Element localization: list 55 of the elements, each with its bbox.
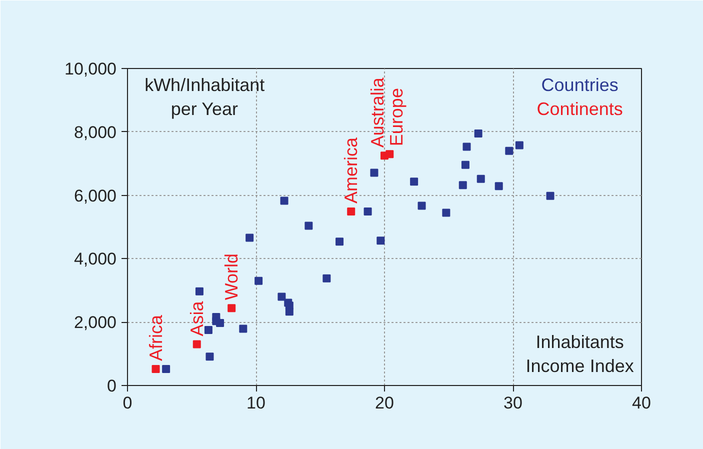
- point: [195, 287, 204, 296]
- x-tick-label: 40: [632, 394, 651, 412]
- point: [370, 168, 378, 177]
- point: [462, 142, 471, 151]
- x-axis-title: Inhabitants Income Index: [526, 332, 634, 376]
- y-tick-label: 4,000: [74, 250, 117, 269]
- point: [212, 317, 220, 326]
- annotation: Australia: [368, 76, 388, 148]
- y-tick-label: 0: [107, 376, 117, 396]
- annotation: World: [222, 253, 242, 300]
- y-axis-title: kWh/Inhabitant per Year: [144, 74, 265, 119]
- point: [152, 365, 160, 374]
- point: [442, 208, 450, 217]
- x-tick-label: 30: [504, 394, 522, 412]
- point: [474, 129, 482, 138]
- point: [494, 182, 503, 190]
- point: [336, 238, 344, 246]
- y-tick-label: 2,000: [74, 313, 117, 332]
- point: [280, 196, 288, 205]
- point: [461, 160, 470, 169]
- point: [206, 352, 214, 361]
- y-tick-label: 8,000: [74, 122, 117, 142]
- y-tick-label: 6,000: [74, 186, 117, 206]
- annotation: Africa: [146, 314, 166, 362]
- point: [364, 207, 372, 216]
- point: [376, 236, 385, 245]
- point: [386, 150, 394, 158]
- point: [228, 304, 236, 312]
- text: Continents: [536, 98, 623, 119]
- point: [254, 276, 263, 285]
- point: [347, 207, 356, 216]
- point: [505, 146, 514, 155]
- y-tick-label: 10,000: [64, 60, 117, 78]
- point: [204, 326, 212, 334]
- point: [239, 324, 248, 333]
- point: [458, 181, 467, 190]
- point: [285, 308, 294, 316]
- point: [162, 365, 170, 374]
- point: [418, 202, 426, 210]
- annotation: Asia: [186, 300, 207, 336]
- point: [322, 274, 331, 282]
- annotation: America: [341, 136, 362, 204]
- annotation: Europe: [386, 88, 407, 146]
- point: [192, 340, 201, 348]
- point: [410, 178, 418, 186]
- point: [476, 174, 485, 183]
- point: [278, 292, 286, 301]
- point: [246, 234, 254, 242]
- point: [304, 222, 313, 230]
- text: Countries: [541, 74, 618, 95]
- x-tick-label: 0: [122, 394, 132, 412]
- x-tick-label: 20: [375, 394, 394, 412]
- point: [546, 192, 554, 200]
- point: [515, 141, 524, 150]
- x-tick-label: 10: [246, 394, 266, 412]
